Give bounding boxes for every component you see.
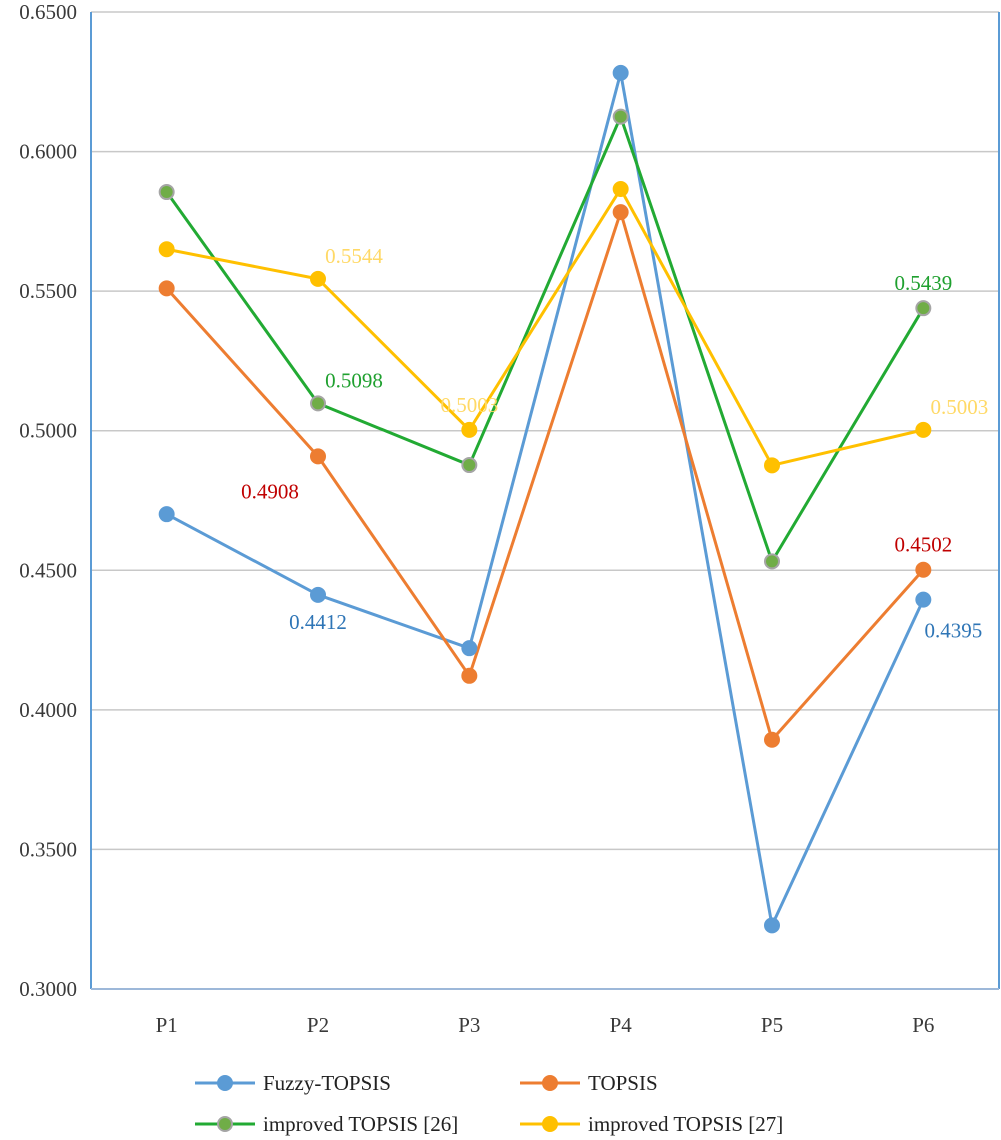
data-label: 0.5003 bbox=[440, 393, 498, 417]
y-tick-label: 0.4000 bbox=[19, 698, 77, 722]
data-point-marker bbox=[915, 591, 932, 608]
x-tick-label: P4 bbox=[610, 1013, 633, 1037]
data-point-marker bbox=[310, 395, 326, 412]
data-label: 0.4412 bbox=[289, 610, 347, 634]
data-point-marker bbox=[158, 280, 175, 297]
data-point-marker bbox=[764, 917, 780, 934]
data-label: 0.4908 bbox=[241, 479, 299, 503]
data-point-marker bbox=[915, 300, 932, 317]
series-line bbox=[165, 115, 925, 563]
series-lines bbox=[165, 71, 925, 927]
y-tick-label: 0.5500 bbox=[19, 279, 77, 303]
data-point-marker bbox=[612, 108, 629, 125]
legend-label: improved TOPSIS [26] bbox=[263, 1112, 458, 1136]
y-tick-label: 0.6500 bbox=[19, 0, 77, 24]
legend-label: TOPSIS bbox=[588, 1071, 658, 1095]
data-point-marker bbox=[764, 553, 780, 570]
y-tick-label: 0.3000 bbox=[19, 977, 77, 1001]
series-markers bbox=[158, 64, 932, 934]
x-tick-label: P3 bbox=[458, 1013, 480, 1037]
data-label: 0.5098 bbox=[325, 368, 383, 392]
data-point-marker bbox=[310, 448, 326, 465]
x-tick-label: P1 bbox=[156, 1013, 178, 1037]
data-point-marker bbox=[612, 204, 629, 221]
data-label: 0.5439 bbox=[894, 271, 952, 295]
data-point-marker bbox=[158, 184, 175, 201]
data-point-marker bbox=[158, 506, 175, 523]
data-point-marker bbox=[461, 667, 478, 684]
data-labels: 0.4412 0.4395 0.4908 0.4502 0.5098 0.5439 0.55… bbox=[241, 244, 988, 643]
data-point-marker bbox=[764, 731, 780, 748]
legend-label: improved TOPSIS [27] bbox=[588, 1112, 783, 1136]
legend-marker bbox=[542, 1116, 558, 1132]
gridlines bbox=[91, 11, 999, 851]
legend: Fuzzy-TOPSIS TOPSIS improved TOPSIS [26] im… bbox=[195, 1071, 783, 1136]
axes bbox=[90, 12, 1000, 990]
x-tick-label: P2 bbox=[307, 1013, 329, 1037]
data-label: 0.4502 bbox=[894, 533, 952, 557]
x-axis-tick-labels: P1 P2 P3 P4 P5 P6 bbox=[156, 1013, 935, 1037]
y-tick-label: 0.5000 bbox=[19, 419, 77, 443]
legend-marker bbox=[217, 1116, 233, 1132]
data-point-marker bbox=[310, 270, 326, 287]
data-point-marker bbox=[915, 561, 932, 578]
data-label: 0.4395 bbox=[924, 619, 982, 643]
series-line bbox=[165, 210, 925, 742]
y-tick-label: 0.4500 bbox=[19, 558, 77, 582]
data-point-marker bbox=[612, 64, 629, 81]
data-point-marker bbox=[310, 586, 326, 603]
legend-label: Fuzzy-TOPSIS bbox=[263, 1071, 391, 1095]
y-axis-tick-labels: 0.3000 0.3500 0.4000 0.4500 0.5000 0.5500 0.60… bbox=[19, 0, 77, 1001]
data-label: 0.5544 bbox=[325, 244, 383, 268]
series-line bbox=[165, 71, 925, 927]
x-tick-label: P5 bbox=[761, 1013, 783, 1037]
data-point-marker bbox=[461, 421, 478, 438]
y-tick-label: 0.3500 bbox=[19, 837, 77, 861]
data-point-marker bbox=[158, 241, 175, 258]
y-tick-label: 0.6000 bbox=[19, 140, 77, 164]
x-tick-label: P6 bbox=[912, 1013, 934, 1037]
data-point-marker bbox=[612, 180, 629, 197]
legend-marker bbox=[542, 1075, 558, 1091]
data-point-marker bbox=[461, 457, 478, 474]
data-label: 0.5003 bbox=[930, 395, 988, 419]
legend-marker bbox=[217, 1075, 233, 1091]
data-point-marker bbox=[764, 457, 780, 474]
data-point-marker bbox=[915, 421, 932, 438]
series-line bbox=[166, 187, 924, 467]
data-point-marker bbox=[461, 640, 478, 657]
